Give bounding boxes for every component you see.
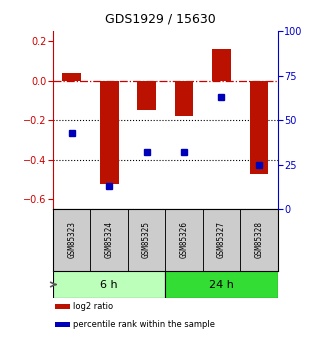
Bar <box>212 49 231 81</box>
Bar <box>100 81 118 184</box>
Text: GSM85325: GSM85325 <box>142 221 151 258</box>
Bar <box>203 209 240 270</box>
Bar <box>165 209 203 270</box>
Bar <box>240 209 278 270</box>
Text: 6 h: 6 h <box>100 279 118 289</box>
Bar <box>55 304 70 308</box>
Bar <box>250 81 268 174</box>
Bar <box>165 270 278 298</box>
Text: GSM85323: GSM85323 <box>67 221 76 258</box>
Bar <box>55 322 70 327</box>
Text: GSM85326: GSM85326 <box>179 221 188 258</box>
Bar <box>175 81 193 116</box>
Text: percentile rank within the sample: percentile rank within the sample <box>73 320 215 329</box>
Bar <box>53 270 165 298</box>
Bar <box>62 73 81 81</box>
Text: log2 ratio: log2 ratio <box>73 302 113 311</box>
Text: 24 h: 24 h <box>209 279 234 289</box>
Text: GSM85328: GSM85328 <box>255 221 264 258</box>
Text: GSM85327: GSM85327 <box>217 221 226 258</box>
Bar <box>137 81 156 110</box>
Bar <box>91 209 128 270</box>
Bar <box>128 209 165 270</box>
Text: GDS1929 / 15630: GDS1929 / 15630 <box>105 12 216 26</box>
Bar <box>53 209 91 270</box>
Text: GSM85324: GSM85324 <box>105 221 114 258</box>
